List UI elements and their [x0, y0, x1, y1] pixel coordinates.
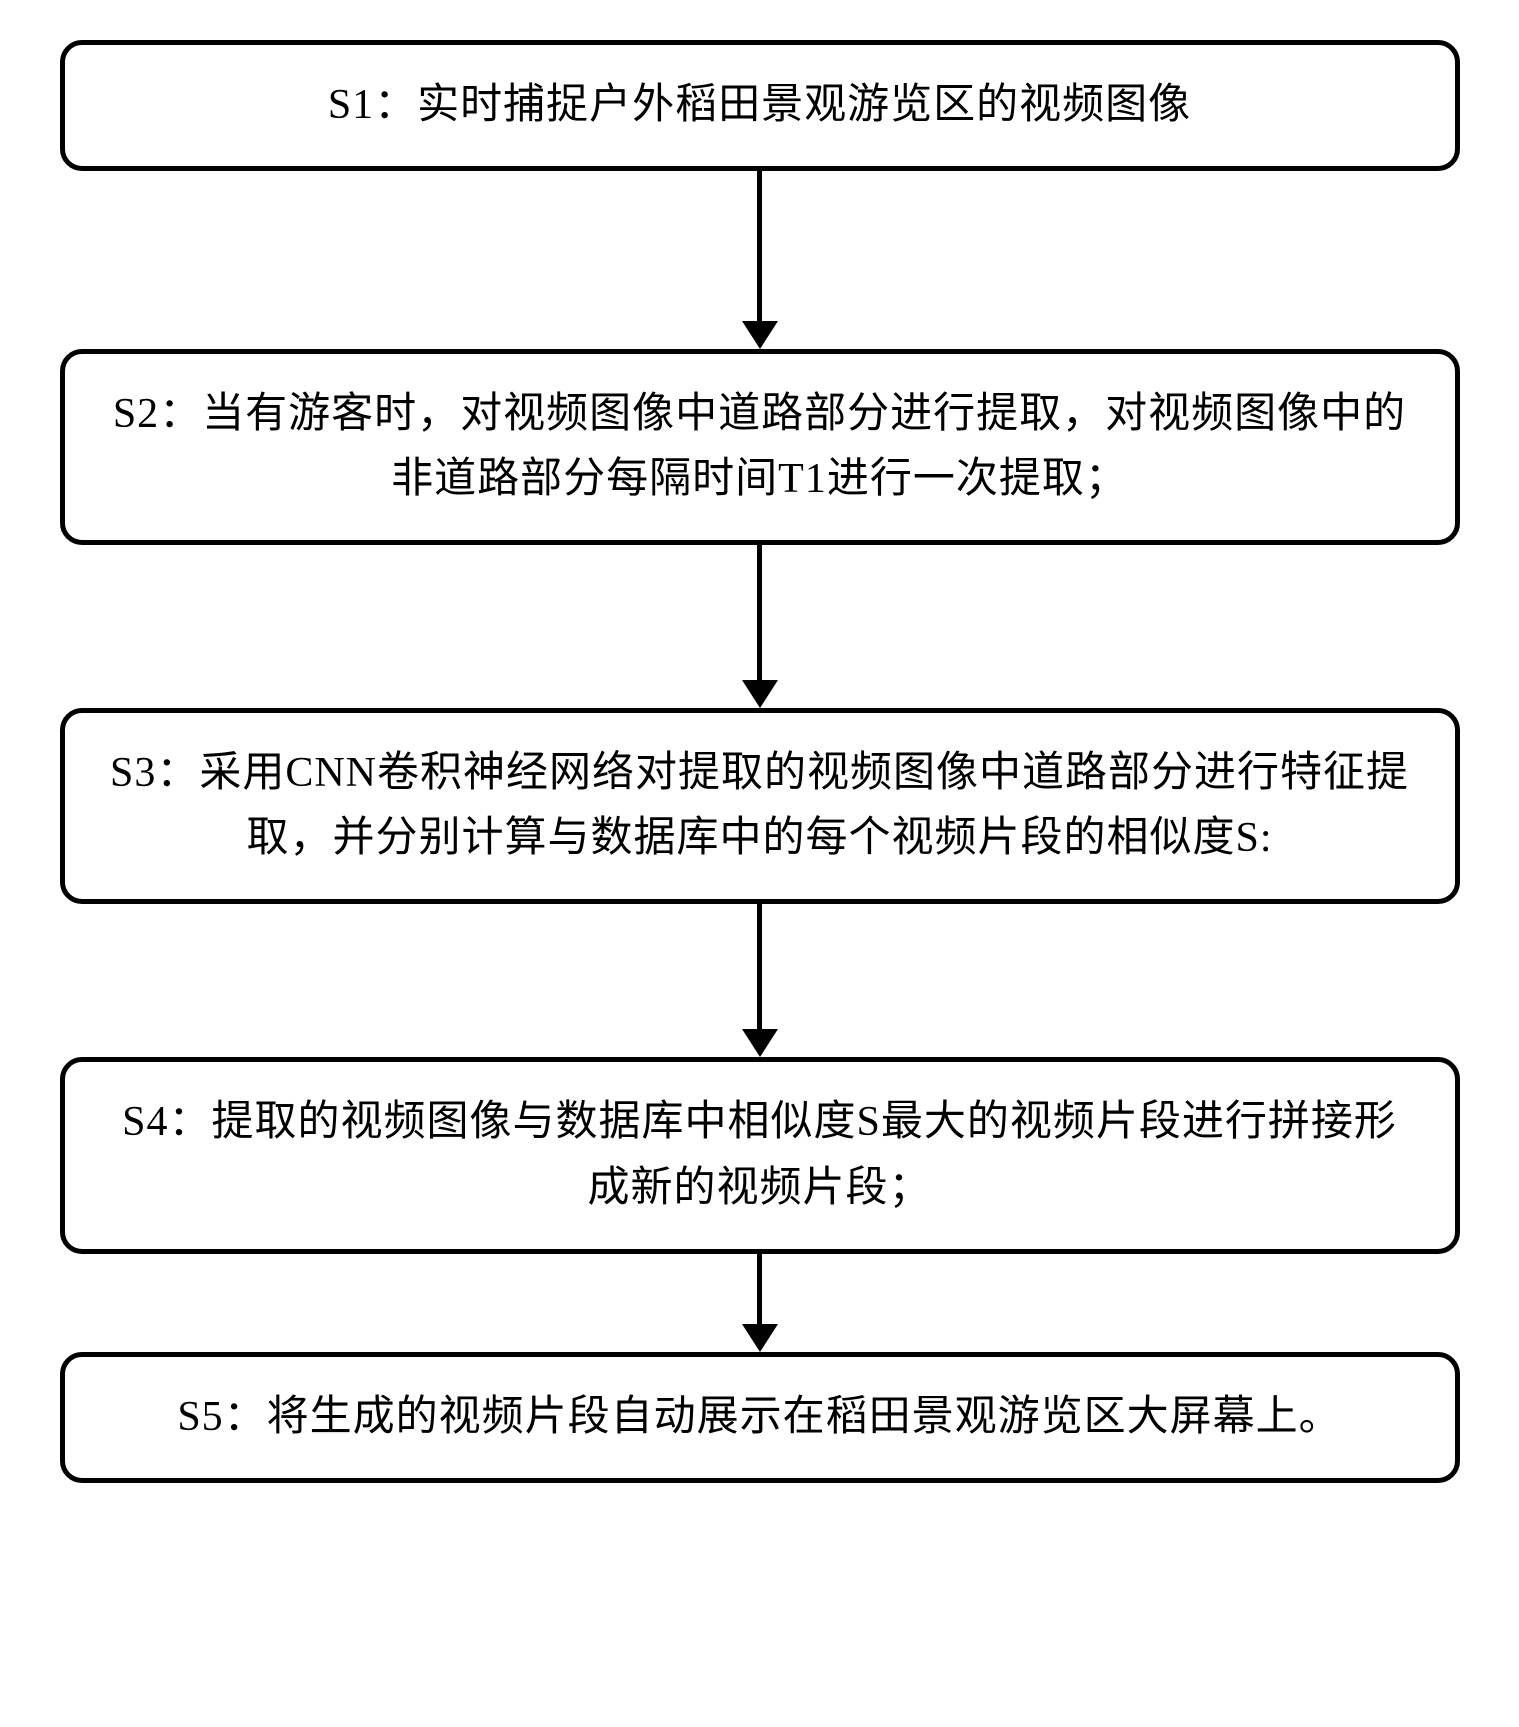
flow-node-text: S3：采用CNN卷积神经网络对提取的视频图像中道路部分进行特征提取，并分别计算与…	[105, 741, 1415, 871]
arrow-line	[757, 545, 762, 682]
flow-arrow	[742, 904, 778, 1057]
arrow-head-icon	[742, 680, 778, 708]
arrow-line	[757, 904, 762, 1031]
flow-arrow	[742, 171, 778, 349]
flow-node-s5: S5：将生成的视频片段自动展示在稻田景观游览区大屏幕上。	[60, 1352, 1460, 1483]
flow-arrow	[742, 1254, 778, 1352]
arrow-head-icon	[742, 1029, 778, 1057]
arrow-line	[757, 1254, 762, 1326]
flowchart-container: S1：实时捕捉户外稻田景观游览区的视频图像 S2：当有游客时，对视频图像中道路部…	[60, 40, 1460, 1483]
arrow-line	[757, 171, 762, 323]
flow-node-text: S4：提取的视频图像与数据库中相似度S最大的视频片段进行拼接形成新的视频片段；	[105, 1090, 1415, 1220]
flow-node-s1: S1：实时捕捉户外稻田景观游览区的视频图像	[60, 40, 1460, 171]
flow-node-text: S1：实时捕捉户外稻田景观游览区的视频图像	[328, 73, 1191, 138]
flow-node-text: S5：将生成的视频片段自动展示在稻田景观游览区大屏幕上。	[177, 1385, 1341, 1450]
arrow-head-icon	[742, 321, 778, 349]
flow-node-s2: S2：当有游客时，对视频图像中道路部分进行提取，对视频图像中的非道路部分每隔时间…	[60, 349, 1460, 545]
flow-node-s3: S3：采用CNN卷积神经网络对提取的视频图像中道路部分进行特征提取，并分别计算与…	[60, 708, 1460, 904]
flow-node-text: S2：当有游客时，对视频图像中道路部分进行提取，对视频图像中的非道路部分每隔时间…	[105, 382, 1415, 512]
flow-node-s4: S4：提取的视频图像与数据库中相似度S最大的视频片段进行拼接形成新的视频片段；	[60, 1057, 1460, 1253]
flow-arrow	[742, 545, 778, 708]
arrow-head-icon	[742, 1324, 778, 1352]
